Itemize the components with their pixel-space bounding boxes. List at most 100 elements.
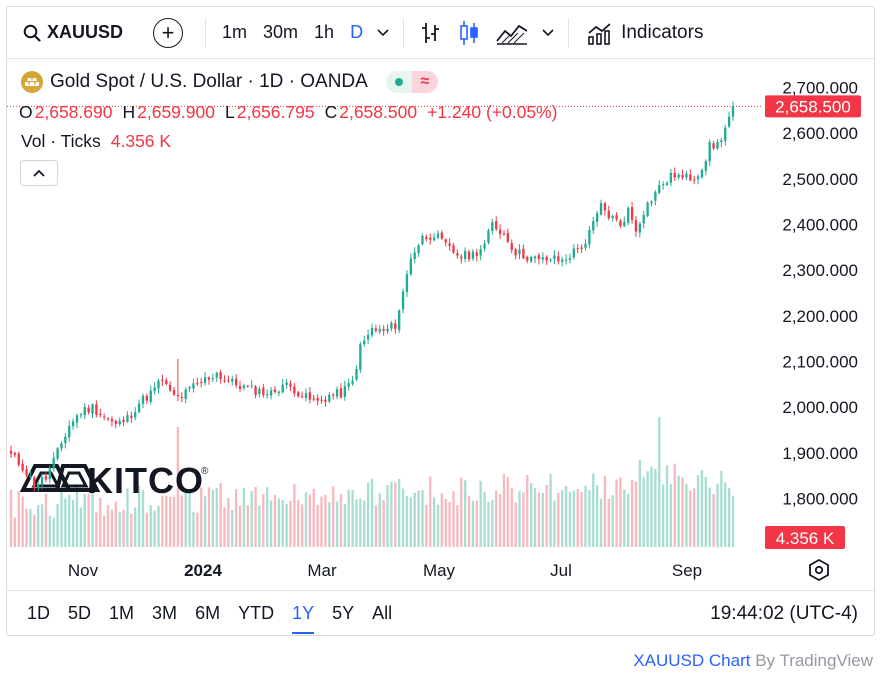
candle — [153, 382, 156, 395]
range-all[interactable]: All — [372, 603, 393, 623]
ohlc-values: O 2,658.690 H 2,659.900 L 2,656.795 C 2,658.… — [19, 102, 567, 123]
chart-legend: Gold Spot / U.S. Dollar · 1D · OANDA ≈ — [21, 69, 438, 95]
volume-bar — [215, 488, 218, 547]
candles — [9, 101, 735, 492]
candle — [634, 215, 638, 237]
volume-bar — [394, 482, 397, 547]
interval-d[interactable]: D — [350, 22, 364, 42]
interval-1m[interactable]: 1m — [222, 22, 248, 42]
candle — [192, 379, 195, 393]
candle — [44, 472, 48, 483]
range-6m[interactable]: 6M — [195, 603, 221, 623]
range-ytd[interactable]: YTD — [238, 603, 275, 623]
volume-bar — [440, 493, 444, 547]
volume-bar — [642, 477, 645, 547]
price-chart[interactable]: KITCO ® 2,700.000 2,600.000 2,500.000 2,400… — [7, 60, 875, 590]
volume-bar — [137, 486, 141, 547]
candle — [269, 386, 273, 400]
volume-bar — [141, 490, 145, 547]
candle — [25, 465, 28, 478]
candle — [332, 392, 335, 400]
search-icon — [23, 24, 41, 42]
volume-bar — [727, 487, 731, 547]
candle — [693, 175, 696, 185]
interval-30m[interactable]: 30m — [263, 22, 299, 42]
volume-bar — [654, 469, 657, 547]
candle — [285, 379, 288, 389]
x-tick-label: May — [423, 561, 456, 580]
volume-bar — [366, 482, 370, 547]
volume-bar — [382, 500, 385, 547]
candle — [627, 206, 630, 226]
volume-bar — [168, 496, 172, 547]
volume-bar — [599, 498, 603, 547]
candle — [475, 248, 478, 262]
tradingview-credit[interactable]: By TradingView — [755, 651, 873, 670]
symbol-search-button[interactable]: XAUUSD — [7, 7, 137, 58]
volume-bar — [60, 490, 63, 547]
candle — [300, 391, 304, 399]
volume-bar — [130, 514, 133, 547]
volume-bar — [611, 495, 614, 547]
candle — [731, 101, 735, 121]
candle — [576, 244, 579, 254]
candle — [266, 389, 269, 399]
volume-value: 4.356 K — [110, 131, 172, 151]
compare-add-button[interactable]: + — [153, 17, 184, 48]
volume-bar — [200, 487, 203, 547]
close-value: 2,658.500 — [339, 102, 418, 122]
candle — [417, 243, 420, 257]
volume-bar — [324, 494, 327, 547]
candle — [409, 253, 412, 276]
volume-bar — [724, 482, 727, 547]
range-1d[interactable]: 1D — [27, 603, 51, 623]
price-axis[interactable]: 2,700.000 2,600.000 2,500.000 2,400.000 2,30… — [782, 78, 858, 508]
candle — [498, 224, 502, 239]
candle — [339, 383, 343, 399]
candle — [561, 256, 564, 267]
timezone-clock[interactable]: 19:44:02 (UTC-4) — [710, 602, 858, 624]
market-status[interactable]: ≈ — [385, 71, 438, 93]
interval-dropdown[interactable] — [371, 7, 395, 58]
toolbar-divider — [568, 17, 570, 48]
range-3m[interactable]: 3M — [152, 603, 178, 623]
volume-bar — [234, 489, 238, 547]
candle — [654, 190, 657, 206]
chart-settings-button[interactable] — [809, 558, 829, 582]
candle — [219, 369, 222, 384]
volume-bar — [149, 505, 152, 547]
volume-bar — [238, 505, 242, 547]
candle — [432, 232, 436, 242]
volume-bar — [242, 487, 246, 547]
candle — [200, 377, 203, 388]
candle — [366, 329, 370, 345]
volume-bar — [479, 480, 482, 547]
candle-chart-type-button[interactable] — [450, 7, 488, 58]
collapse-legend-button[interactable] — [20, 160, 58, 186]
area-chart-type-button[interactable] — [488, 7, 536, 58]
volume-bar — [708, 487, 711, 547]
chart-type-dropdown[interactable] — [536, 7, 560, 58]
candle — [495, 216, 498, 232]
candle — [231, 375, 234, 386]
volume-bar — [203, 496, 207, 547]
candle — [669, 168, 673, 187]
volume-bar — [161, 495, 164, 547]
range-5y[interactable]: 5Y — [332, 603, 355, 623]
range-5d[interactable]: 5D — [68, 603, 92, 623]
volume-bar — [588, 490, 591, 547]
interval-1h[interactable]: 1h — [314, 22, 335, 42]
volume-bar — [106, 505, 110, 547]
close-label: C — [324, 102, 338, 122]
range-1y[interactable]: 1Y — [283, 603, 323, 634]
bar-chart-type-button[interactable] — [412, 7, 450, 58]
volume-bar — [370, 478, 374, 547]
chart-link[interactable]: XAUUSD Chart — [633, 651, 751, 670]
candle — [685, 171, 688, 181]
volume-bar — [689, 490, 692, 547]
volume-bar — [502, 474, 506, 547]
range-1m[interactable]: 1M — [109, 603, 135, 623]
candle — [52, 452, 55, 472]
indicators-button[interactable]: Indicators — [577, 7, 713, 58]
time-axis[interactable]: Nov 2024 Mar May Jul Sep — [68, 561, 702, 580]
